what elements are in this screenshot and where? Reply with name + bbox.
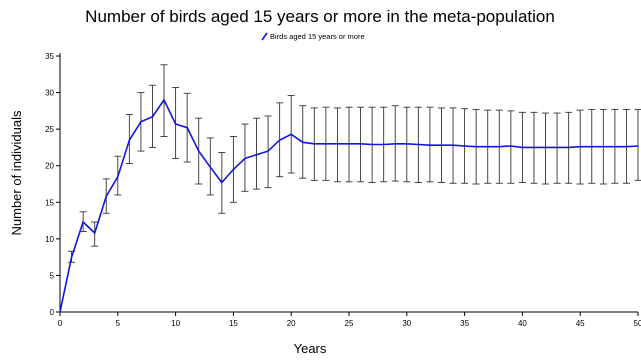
data-point	[129, 140, 130, 141]
data-point	[325, 143, 326, 144]
data-point	[568, 147, 569, 148]
x-tick-label: 15	[229, 319, 238, 328]
data-point	[117, 176, 118, 177]
data-point	[302, 142, 303, 143]
data-point	[291, 134, 292, 135]
data-point	[510, 145, 511, 146]
data-point	[360, 143, 361, 144]
data-point	[429, 145, 430, 146]
x-tick-label: 30	[402, 319, 411, 328]
data-point	[106, 196, 107, 197]
data-point	[580, 146, 581, 147]
data-point	[383, 144, 384, 145]
data-point	[476, 146, 477, 147]
data-point	[198, 150, 199, 151]
y-tick-label: 20	[45, 162, 54, 171]
x-tick-label: 50	[634, 319, 641, 328]
data-point	[637, 145, 638, 146]
x-tick-label: 10	[171, 319, 180, 328]
data-point	[522, 147, 523, 148]
data-point	[591, 146, 592, 147]
y-axis-label: Number of individuals	[9, 110, 24, 236]
data-point	[545, 147, 546, 148]
y-tick-label: 30	[45, 89, 54, 98]
data-point	[626, 146, 627, 147]
error-bar	[635, 109, 641, 180]
data-point	[244, 158, 245, 159]
data-point	[140, 121, 141, 122]
data-point	[372, 144, 373, 145]
x-tick-label: 5	[116, 319, 121, 328]
data-point	[71, 257, 72, 258]
x-tick-label: 0	[58, 319, 63, 328]
y-tick-label: 0	[50, 308, 55, 317]
data-point	[418, 144, 419, 145]
chart-title: Number of birds aged 15 years or more in…	[85, 7, 555, 26]
data-point	[337, 143, 338, 144]
x-tick-label: 45	[576, 319, 585, 328]
data-point	[533, 147, 534, 148]
data-point	[94, 232, 95, 233]
data-point	[256, 154, 257, 155]
data-point	[406, 143, 407, 144]
data-point	[279, 140, 280, 141]
x-tick-label: 25	[345, 319, 354, 328]
data-point	[314, 143, 315, 144]
data-point	[452, 145, 453, 146]
data-point	[267, 150, 268, 151]
y-tick-label: 5	[50, 271, 55, 280]
error-bar	[542, 113, 549, 184]
data-point	[221, 182, 222, 183]
data-point	[83, 221, 84, 222]
data-point	[175, 123, 176, 124]
error-bar	[334, 108, 341, 182]
x-axis-label: Years	[294, 341, 327, 356]
data-point	[441, 145, 442, 146]
data-point	[187, 127, 188, 128]
y-tick-label: 35	[45, 52, 54, 61]
data-point	[499, 146, 500, 147]
axes: 0 5 10 15 20 25 30 35 0 5 10 15 20 25 30 35 40 45 50	[45, 52, 641, 328]
x-tick-label: 20	[287, 319, 296, 328]
legend-swatch	[262, 33, 267, 40]
data-point	[59, 311, 60, 312]
data-point	[348, 143, 349, 144]
y-tick-label: 25	[45, 125, 54, 134]
x-tick-label: 40	[518, 319, 527, 328]
data-point	[614, 146, 615, 147]
y-tick-label: 10	[45, 235, 54, 244]
data-point	[395, 143, 396, 144]
data-point	[233, 169, 234, 170]
data-point	[152, 116, 153, 117]
x-tick-label: 35	[460, 319, 469, 328]
error-bars	[68, 65, 641, 262]
data-point	[556, 147, 557, 148]
legend-label: Birds aged 15 years or more	[270, 32, 365, 41]
data-point	[210, 167, 211, 168]
legend: Birds aged 15 years or more	[262, 32, 365, 41]
data-point	[487, 146, 488, 147]
y-tick-label: 15	[45, 198, 54, 207]
data-point	[603, 146, 604, 147]
data-point	[163, 99, 164, 100]
data-point	[464, 145, 465, 146]
